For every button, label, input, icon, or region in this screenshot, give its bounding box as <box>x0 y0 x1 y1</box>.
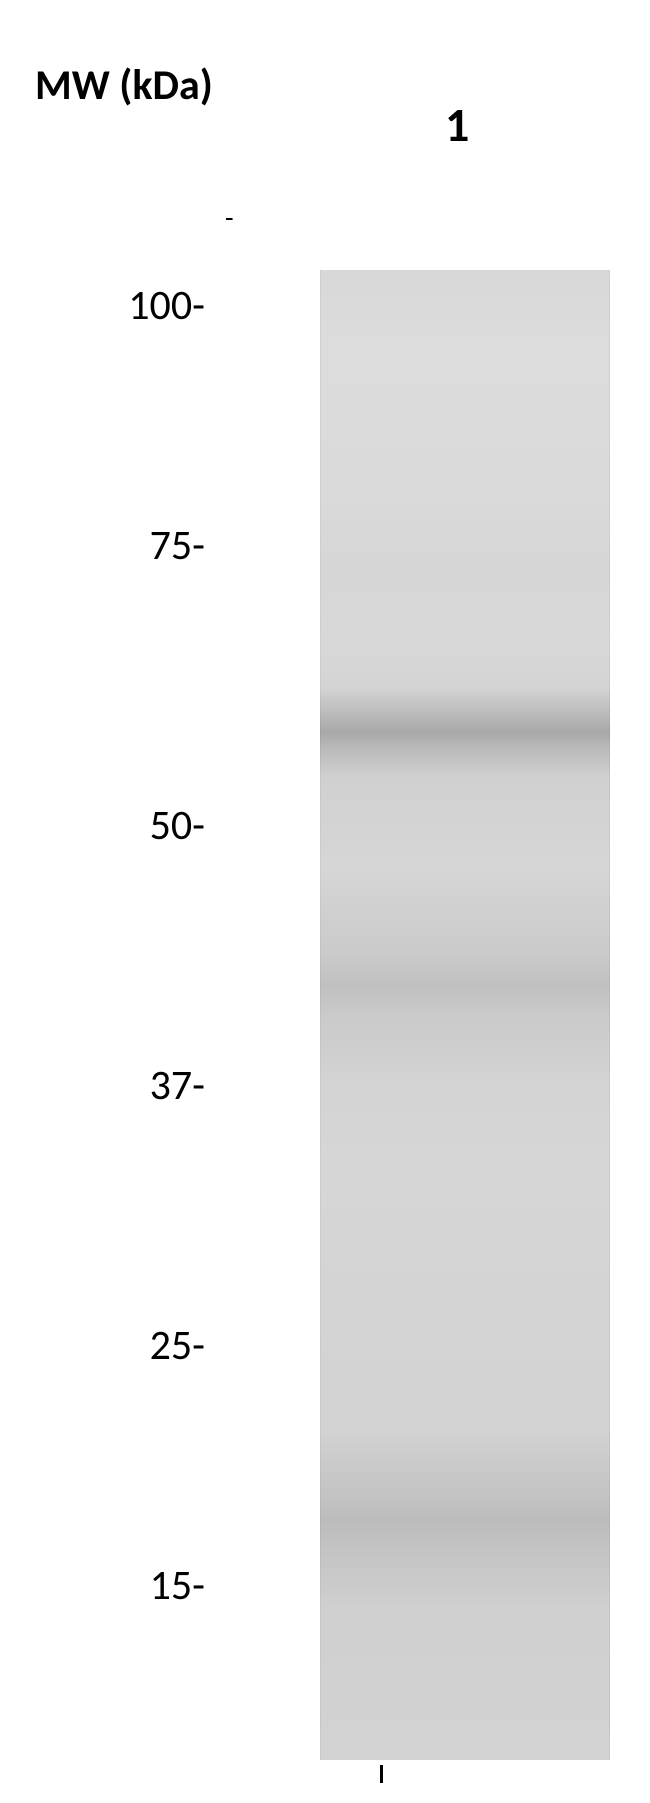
bottom-tick <box>380 1765 383 1783</box>
lane-1-header: 1 <box>445 95 469 154</box>
lane-1 <box>320 270 610 1760</box>
mw-header-label: MW (kDa) <box>35 60 213 111</box>
marker-37: 37- <box>85 1060 205 1111</box>
marker-100: 100- <box>85 280 205 331</box>
marker-25: 25- <box>85 1320 205 1371</box>
marker-15: 15- <box>85 1560 205 1611</box>
small-dash: - <box>225 200 234 235</box>
marker-75: 75- <box>85 520 205 571</box>
marker-50: 50- <box>85 800 205 851</box>
western-blot-figure: MW (kDa) - 1 100- 75- 50- 37- 25- 15- <box>0 0 650 1803</box>
